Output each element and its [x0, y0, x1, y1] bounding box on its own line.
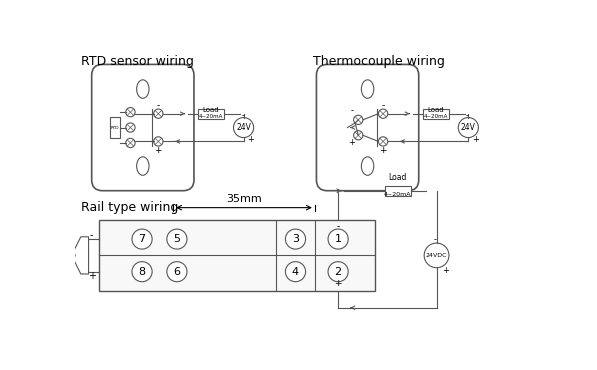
Text: 35mm: 35mm [226, 194, 262, 204]
Circle shape [132, 262, 152, 282]
Text: 1: 1 [335, 234, 341, 244]
Bar [198, 109, 224, 119]
Circle shape [328, 229, 348, 249]
Polygon shape [72, 237, 88, 274]
Text: +: + [88, 270, 96, 280]
Circle shape [378, 137, 387, 146]
Circle shape [132, 229, 152, 249]
Text: -: - [241, 111, 244, 120]
Text: Load: Load [427, 107, 444, 113]
Text: +: + [472, 135, 479, 144]
Circle shape [153, 137, 163, 146]
Text: +: + [247, 135, 254, 144]
Text: 24V: 24V [236, 123, 251, 132]
Text: -: - [381, 101, 384, 111]
Text: -: - [433, 235, 436, 245]
Text: 24VDC: 24VDC [426, 253, 447, 258]
Text: +: + [379, 146, 387, 155]
Text: 7: 7 [139, 234, 146, 244]
Text: 8: 8 [139, 267, 146, 277]
Text: -: - [156, 101, 160, 111]
Circle shape [167, 229, 187, 249]
Circle shape [378, 109, 387, 118]
Text: 4: 4 [292, 267, 299, 277]
Text: +: + [442, 266, 450, 275]
Circle shape [285, 229, 306, 249]
Text: 24V: 24V [461, 123, 476, 132]
Circle shape [233, 118, 254, 138]
Circle shape [153, 109, 163, 118]
Bar [100, 220, 374, 291]
Text: 6: 6 [173, 267, 180, 277]
Bar [423, 109, 449, 119]
Text: +: + [334, 279, 342, 289]
Circle shape [167, 262, 187, 282]
Circle shape [458, 118, 478, 138]
Text: +: + [155, 146, 162, 155]
Text: -: - [337, 222, 340, 231]
Text: 4~20mA: 4~20mA [384, 192, 411, 197]
Bar [110, 117, 121, 138]
Text: -: - [466, 111, 469, 120]
Circle shape [126, 138, 135, 148]
Text: Load: Load [389, 173, 407, 182]
Text: Rail type wiring: Rail type wiring [81, 201, 178, 214]
Circle shape [285, 262, 306, 282]
Text: Thermocouple wiring: Thermocouple wiring [313, 55, 445, 68]
Circle shape [353, 115, 363, 124]
Bar [384, 186, 411, 196]
Circle shape [126, 123, 135, 132]
Circle shape [424, 243, 449, 268]
Circle shape [353, 131, 363, 140]
Circle shape [126, 108, 135, 117]
Text: 4~20mA: 4~20mA [424, 114, 448, 119]
Text: -: - [350, 106, 353, 115]
Text: RTD sensor wiring: RTD sensor wiring [81, 55, 193, 68]
Text: RTD: RTD [111, 125, 119, 130]
Text: +: + [349, 138, 355, 148]
Text: -: - [90, 230, 93, 240]
Text: 5: 5 [173, 234, 180, 244]
Text: 3: 3 [292, 234, 299, 244]
Text: Load: Load [203, 107, 219, 113]
Circle shape [328, 262, 348, 282]
Text: 2: 2 [334, 267, 341, 277]
Text: 4~20mA: 4~20mA [199, 114, 223, 119]
